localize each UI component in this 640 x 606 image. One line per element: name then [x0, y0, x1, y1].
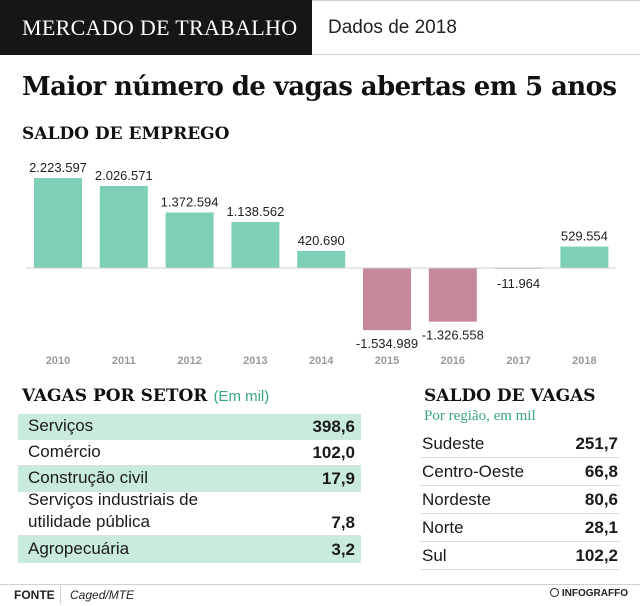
value-label-2016: -1.326.558 — [422, 328, 484, 343]
value-label-2015: -1.534.989 — [356, 336, 418, 351]
bar-2014 — [297, 250, 346, 268]
sectors-note: (Em mil) — [213, 388, 270, 405]
section-tag: MERCADO DE TRABALHO — [0, 0, 312, 55]
headline: Maior número de vagas abertas em 5 anos — [22, 72, 617, 102]
value-label-2018: 529.554 — [561, 229, 608, 244]
sector-row: Construção civil 17,9 — [18, 466, 361, 492]
sector-row: Agropecuária 3,2 — [18, 536, 361, 563]
source-label: FONTE — [14, 588, 55, 602]
bar-2010 — [34, 178, 82, 268]
region-row: Sul 102,2 — [420, 542, 620, 570]
region-label: Centro-Oeste — [422, 461, 525, 481]
sector-value: 17,9 — [321, 469, 355, 488]
year-label-2016: 2016 — [441, 355, 465, 367]
year-label-2010: 2010 — [46, 355, 70, 367]
regions-table: Sudeste 251,7 Centro-Oeste 66,8 Nordeste 80,6… — [420, 430, 620, 570]
brand-logo: INFOGRAFFO — [549, 588, 628, 599]
sector-value: 102,0 — [312, 443, 355, 462]
region-row: Centro-Oeste 66,8 — [420, 458, 620, 486]
source-divider — [60, 586, 61, 604]
sector-row: Serviços 398,6 — [18, 414, 361, 440]
year-label-2017: 2017 — [506, 355, 530, 367]
value-label-2010: 2.223.597 — [29, 160, 87, 175]
year-label-2014: 2014 — [309, 355, 334, 367]
region-value: 251,7 — [575, 433, 618, 453]
date-tag: Dados de 2018 — [312, 0, 640, 55]
sector-value: 3,2 — [331, 540, 355, 559]
top-bar: MERCADO DE TRABALHO Dados de 2018 — [0, 0, 640, 55]
year-label-2015: 2015 — [375, 355, 399, 367]
value-label-2012: 1.372.594 — [161, 194, 219, 209]
brand-icon — [549, 588, 559, 597]
footer: FONTE Caged/MTE INFOGRAFFO — [0, 584, 640, 606]
source-value: Caged/MTE — [70, 588, 135, 602]
sector-row: Serviços industriais de utilidade públic… — [18, 490, 361, 536]
value-label-2013: 1.138.562 — [226, 204, 284, 219]
bar-2018 — [560, 246, 609, 268]
value-label-2014: 420.690 — [298, 233, 345, 248]
regions-title: SALDO DE VAGAS — [424, 386, 596, 406]
bar-2013 — [231, 221, 280, 268]
bar-2015 — [363, 268, 411, 331]
region-label: Norte — [422, 517, 464, 537]
bar-2016 — [428, 268, 477, 322]
sectors-title: VAGAS POR SETOR (Em mil) — [22, 386, 270, 406]
sector-label: Agropecuária — [28, 539, 130, 558]
sector-label: Comércio — [28, 442, 101, 461]
sector-label: Construção civil — [28, 468, 148, 487]
region-label: Sudeste — [422, 433, 485, 453]
bar-2011 — [99, 185, 148, 268]
year-label-2018: 2018 — [572, 355, 596, 367]
region-label: Nordeste — [422, 489, 491, 509]
year-label-2011: 2011 — [112, 355, 136, 367]
sectors-table: Serviços 398,6 Comércio 102,0 Construção civ… — [18, 414, 361, 563]
region-row: Sudeste 251,7 — [420, 430, 620, 458]
sector-label: Serviços industriais de utilidade públic… — [28, 490, 199, 531]
region-row: Norte 28,1 — [420, 514, 620, 542]
region-label: Sul — [422, 545, 447, 565]
region-value: 80,6 — [584, 489, 618, 509]
employment-balance-chart: 2.223.597 2010 2.026.571 2011 1.372.594 2012 1… — [26, 160, 616, 367]
value-label-2017: -11.964 — [497, 276, 540, 291]
value-label-2011: 2.026.571 — [95, 168, 153, 183]
region-value: 102,2 — [575, 545, 618, 565]
chart-title: SALDO DE EMPREGO — [22, 124, 230, 144]
sector-label: Serviços — [28, 416, 94, 435]
bar-2012 — [165, 212, 214, 268]
sector-row: Comércio 102,0 — [18, 440, 361, 466]
region-value: 28,1 — [584, 517, 618, 537]
region-value: 66,8 — [584, 461, 618, 481]
year-label-2012: 2012 — [177, 355, 201, 367]
year-label-2013: 2013 — [243, 355, 267, 367]
region-row: Nordeste 80,6 — [420, 486, 620, 514]
sector-value: 398,6 — [312, 417, 355, 436]
regions-subtitle: Por região, em mil — [424, 408, 536, 424]
sector-value: 7,8 — [331, 513, 355, 532]
